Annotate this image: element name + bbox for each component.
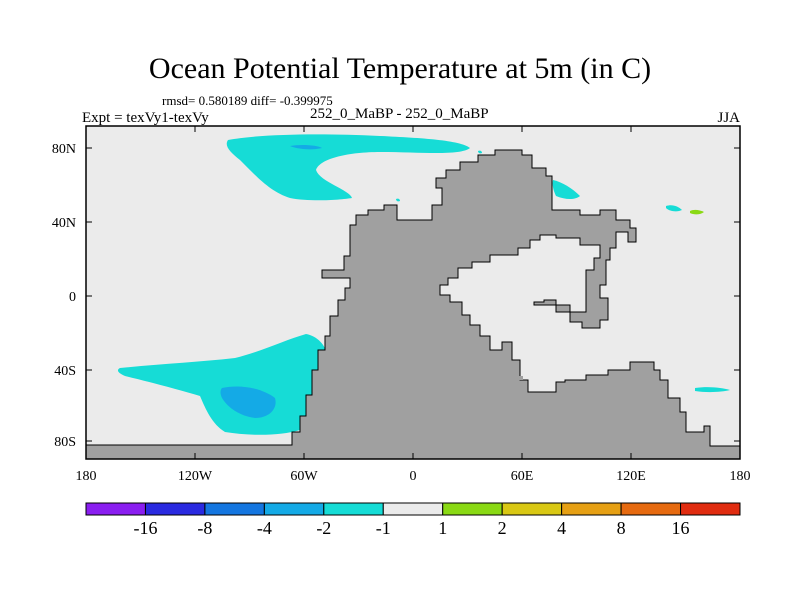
colorbar <box>85 502 741 516</box>
tiny-north-spot <box>478 150 482 154</box>
x-tick-label: 60W <box>290 469 318 484</box>
colorbar-label: -2 <box>316 518 332 538</box>
y-axis-ticks: 80N 40N 0 40S 80S <box>52 142 740 450</box>
east-tethys-anomaly-1 <box>666 205 682 212</box>
colorbar-segment <box>263 502 325 516</box>
colorbar-label: 2 <box>497 518 507 538</box>
colorbar-label: 16 <box>671 518 690 538</box>
colorbar-segment <box>620 502 682 516</box>
x-tick-label: 60E <box>511 469 534 484</box>
colorbar-segment <box>680 502 741 516</box>
x-axis-ticks: 180 120W 60W 0 60E 120E 180 <box>76 126 751 484</box>
northeast-anomaly <box>552 180 580 199</box>
mid-ocean-spot <box>396 198 400 202</box>
south-pacific-core <box>220 386 276 418</box>
north-pacific-anomaly <box>226 134 470 201</box>
pangaea-landmass <box>86 149 740 459</box>
y-tick-label: 40N <box>52 216 76 231</box>
colorbar-segment <box>144 502 206 516</box>
period-label: 252_0_MaBP - 252_0_MaBP <box>310 106 489 122</box>
stats-label: rmsd= 0.580189 diff= -0.399975 <box>162 93 333 108</box>
y-tick-label: 0 <box>69 290 76 305</box>
colorbar-segment <box>442 502 503 516</box>
south-pacific-anomaly <box>117 334 327 435</box>
y-tick-label: 40S <box>54 364 76 379</box>
season-label: JJA <box>717 110 740 126</box>
colorbar-label: -1 <box>375 518 391 538</box>
east-tethys-anomaly-green <box>690 209 704 215</box>
x-tick-label: 120W <box>178 469 213 484</box>
small-island <box>519 376 523 380</box>
colorbar-segment <box>204 502 265 516</box>
x-tick-label: 180 <box>730 469 751 484</box>
experiment-label: Expt = texVy1-texVy <box>82 110 209 126</box>
x-tick-label: 120E <box>616 469 646 484</box>
y-tick-label: 80N <box>52 142 76 157</box>
colorbar-segment <box>323 502 384 516</box>
colorbar-segment <box>561 502 622 516</box>
colorbar-segment <box>501 502 563 516</box>
colorbar-segment <box>85 502 146 516</box>
colorbar-segment <box>382 502 444 516</box>
north-pacific-core <box>290 144 322 150</box>
y-tick-label: 80S <box>54 435 76 450</box>
colorbar-label: -16 <box>133 518 158 538</box>
colorbar-label: 4 <box>557 518 567 538</box>
colorbar-label: -8 <box>197 518 213 538</box>
x-tick-label: 0 <box>410 469 417 484</box>
colorbar-label: 1 <box>438 518 448 538</box>
plot-title: Ocean Potential Temperature at 5m (in C) <box>148 52 652 85</box>
colorbar-label: 8 <box>616 518 626 538</box>
x-tick-label: 180 <box>76 469 97 484</box>
colorbar-label: -4 <box>256 518 272 538</box>
east-tethys-anomaly-2 <box>695 387 730 393</box>
